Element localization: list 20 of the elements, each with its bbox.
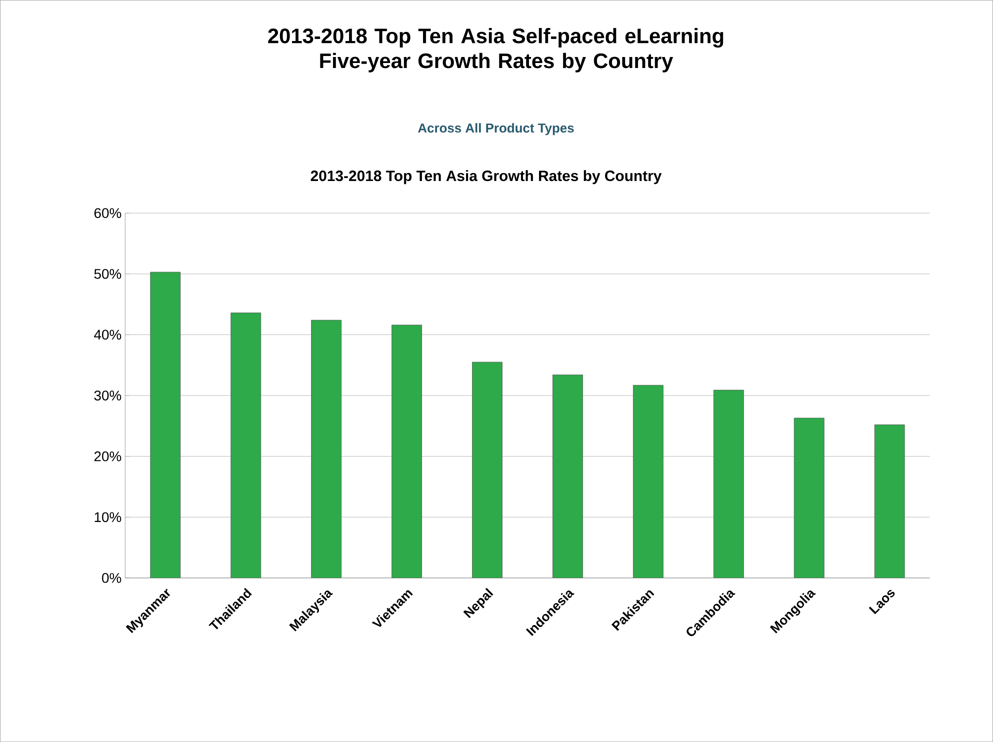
bar [311, 320, 342, 578]
y-tick-label: 0% [102, 572, 122, 583]
bar [230, 312, 262, 578]
bar [552, 374, 583, 578]
bar [150, 272, 181, 578]
text: 2013-2018 Top Ten Asia Growth Rates by Country [310, 170, 662, 184]
bar [713, 390, 744, 578]
chart-title: 2013-2018 Top Ten Asia Self-paced eLearning Five-year Growth Rates by Country [268, 28, 724, 72]
bar [874, 424, 905, 578]
chart-subtitle: Across All Product Types [418, 123, 574, 136]
y-tick-label: 30% [94, 390, 122, 400]
y-tick-label: 40% [94, 330, 122, 340]
y-tick-label: 20% [94, 451, 122, 462]
bar [392, 324, 422, 578]
bar [633, 384, 664, 578]
y-tick-label: 50% [94, 268, 122, 279]
y-tick-label: 60% [94, 208, 122, 218]
y-tick-label: 10% [94, 512, 122, 522]
bar [794, 418, 824, 578]
bar [472, 362, 502, 578]
